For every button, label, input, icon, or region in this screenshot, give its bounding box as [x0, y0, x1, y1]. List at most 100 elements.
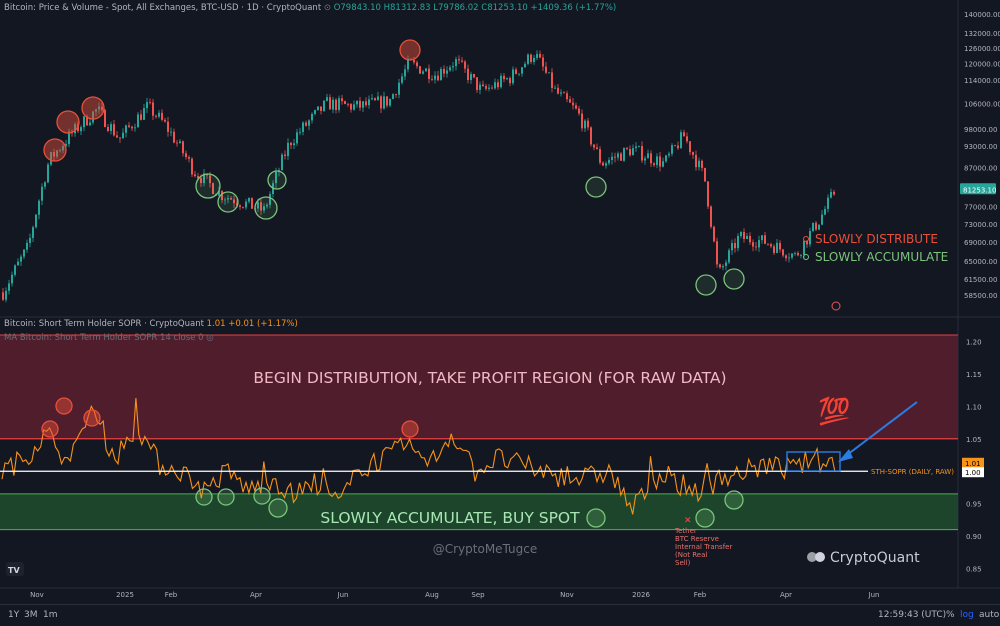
accumulate-marker-icon [803, 254, 809, 260]
price-candle [671, 143, 673, 157]
price-candle [140, 109, 142, 121]
sopr-header: Bitcoin: Short Term Holder SOPR · Crypto… [4, 319, 298, 329]
price-candle [32, 225, 34, 242]
price-candle [155, 114, 157, 119]
price-candle [416, 60, 418, 69]
highlight-circle [56, 110, 80, 134]
price-tick-label: 73000.00 [964, 221, 997, 229]
price-candle [701, 159, 703, 172]
price-candle [482, 80, 484, 88]
price-candle [161, 109, 163, 122]
price-candle [23, 249, 25, 260]
range-1y-button[interactable]: 1Y [8, 610, 20, 620]
accumulate-zone [0, 493, 958, 530]
price-candle [62, 143, 64, 154]
price-candle [656, 153, 658, 169]
auto-toggle[interactable]: auto [979, 610, 1000, 620]
eye-icon[interactable]: ◎ [206, 333, 214, 343]
price-candle [500, 73, 502, 89]
sopr-tick-label: 0.85 [966, 566, 982, 574]
price-candle [536, 50, 538, 61]
price-candle [782, 248, 784, 258]
highlight-circle [585, 176, 607, 198]
price-candle [779, 240, 781, 253]
svg-text:TV: TV [8, 566, 20, 575]
price-candle [317, 106, 319, 111]
price-candle [371, 94, 373, 101]
price-candle [728, 248, 730, 265]
price-candle [830, 188, 832, 199]
price-candle [179, 138, 181, 144]
price-candle [104, 108, 106, 128]
price-candle [740, 231, 742, 239]
price-candle [686, 132, 688, 144]
price-candle [752, 239, 754, 252]
price-candle [146, 97, 148, 113]
price-candle [599, 146, 601, 165]
arrow-icon [842, 401, 918, 459]
price-candle [440, 66, 442, 81]
price-candle [35, 213, 37, 229]
price-candle [239, 204, 241, 210]
price-candle [614, 152, 616, 163]
price-candle [224, 197, 226, 205]
price-candle [296, 128, 298, 146]
highlight-circle [267, 170, 287, 190]
svg-text:1.00: 1.00 [965, 469, 981, 477]
sopr-tick-label: 0.95 [966, 501, 982, 509]
price-candle [521, 66, 523, 77]
price-candle [389, 98, 391, 108]
highlight-circle [399, 39, 421, 61]
price-candle [563, 90, 565, 94]
range-1m-button[interactable]: 1m [43, 610, 58, 620]
price-tick-label: 61500.00 [964, 276, 997, 284]
distribution-zone [0, 334, 958, 439]
price-candle [131, 125, 133, 132]
log-toggle[interactable]: log [960, 610, 974, 620]
bottom-toolbar: 1Y 3M 1m 12:59:43 (UTC) % log auto [0, 604, 1000, 626]
price-candle [692, 151, 694, 159]
price-candle [2, 287, 4, 302]
price-candle [242, 206, 244, 209]
price-candle [812, 222, 814, 233]
price-candle [17, 258, 19, 266]
price-candle [695, 150, 697, 171]
x-tick-label: Apr [250, 591, 262, 599]
tether-note-line: Tether [674, 527, 697, 535]
price-candle [590, 126, 592, 147]
sopr-line [1, 398, 836, 515]
price-candle [542, 54, 544, 71]
price-candle [212, 182, 214, 195]
cryptoquant-logo [807, 552, 825, 562]
price-candle [452, 61, 454, 72]
alert-icon[interactable] [831, 301, 841, 311]
highlight-circle [401, 420, 419, 438]
price-tick-label: 132000.00 [964, 30, 1000, 38]
price-tick-label: 93000.00 [964, 143, 997, 151]
brand-label: CryptoQuant [830, 550, 920, 566]
price-candle [194, 170, 196, 178]
ohlc-readout: O79843.10 H81312.83 L79786.02 C81253.10 … [333, 3, 617, 13]
price-candle [506, 77, 508, 81]
sopr-title: Bitcoin: Short Term Holder SOPR · Crypto… [4, 319, 204, 329]
price-candle [491, 85, 493, 90]
price-candle [44, 181, 46, 190]
x-tick-label: Aug [425, 591, 439, 599]
settings-icon[interactable]: ⊙ [323, 3, 331, 13]
range-3m-button[interactable]: 3M [24, 610, 38, 620]
price-candle [143, 103, 145, 121]
price-candle [539, 50, 541, 59]
price-candle [107, 124, 109, 133]
price-tick-label: 69000.00 [964, 239, 997, 247]
price-candle [152, 98, 154, 121]
x-tick-label: Nov [560, 591, 574, 599]
price-candle [722, 264, 724, 271]
price-candle [827, 194, 829, 213]
price-candle [380, 95, 382, 114]
sopr-tick-label: 1.10 [966, 403, 982, 411]
price-candle [164, 117, 166, 123]
price-candle [449, 65, 451, 72]
price-tick-label: 106000.00 [964, 101, 1000, 109]
chart-title: Bitcoin: Price & Volume - Spot, All Exch… [4, 3, 322, 13]
percent-toggle[interactable]: % [946, 610, 955, 620]
